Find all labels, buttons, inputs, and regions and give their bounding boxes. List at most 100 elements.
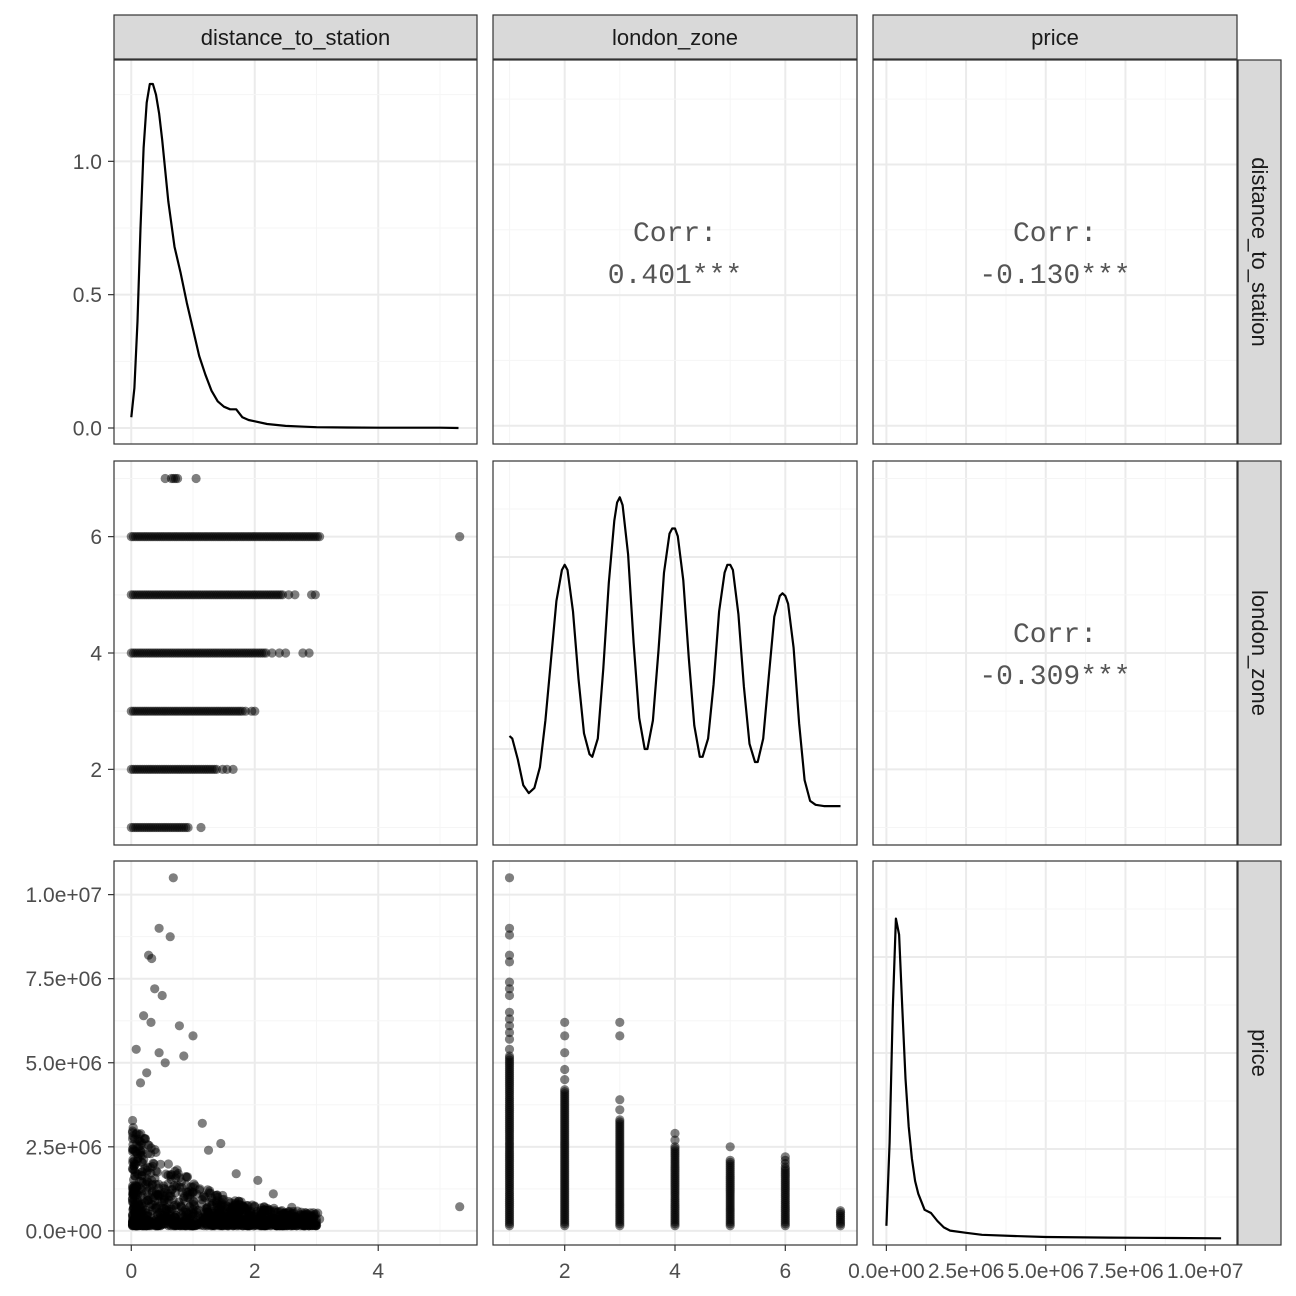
point-price-distance — [132, 1209, 142, 1219]
point-price-zone — [504, 950, 515, 960]
point-price-distance — [203, 1145, 214, 1155]
y-tick-label: 4 — [90, 643, 102, 666]
point-price-distance — [150, 984, 160, 994]
strip-right-label: london_zone — [1247, 590, 1272, 716]
x-tick-label: 4 — [372, 1260, 384, 1283]
x-tick-label: 7.5e+06 — [1087, 1260, 1164, 1283]
panel-border — [113, 59, 478, 445]
point-price-distance — [197, 1118, 207, 1128]
point-price-distance — [147, 953, 157, 964]
strip-top-label: price — [1031, 25, 1079, 50]
x-tick-label: 0 — [125, 1260, 137, 1283]
density-line-distance_to_station — [130, 82, 459, 430]
point-price-zone — [560, 1064, 570, 1075]
panel-r2-c1 — [493, 861, 857, 1245]
point-zone-distance — [267, 648, 277, 658]
point-price-distance — [241, 1220, 251, 1230]
point-price-zone — [615, 1105, 625, 1115]
point-price-distance — [156, 1159, 166, 1169]
point-price-distance — [253, 1175, 263, 1185]
panel-r1-c2 — [873, 461, 1237, 845]
strip-right-label: distance_to_station — [1247, 157, 1272, 347]
point-price-distance — [275, 1221, 285, 1231]
point-price-distance — [132, 1221, 142, 1231]
point-price-distance — [131, 1044, 141, 1054]
point-zone-distance — [196, 822, 206, 833]
point-price-zone — [504, 1007, 515, 1017]
x-tick-label: 6 — [779, 1260, 791, 1283]
panel-r2-c2 — [873, 861, 1237, 1245]
point-price-distance — [128, 1189, 138, 1199]
point-price-zone — [560, 1031, 570, 1041]
point-price-zone — [835, 1206, 846, 1216]
point-price-distance — [144, 1140, 154, 1150]
point-price-zone — [504, 990, 515, 1001]
point-price-distance — [163, 1170, 173, 1180]
point-price-distance — [315, 1214, 325, 1224]
point-price-distance — [287, 1202, 297, 1212]
point-price-distance — [189, 1197, 199, 1207]
x-tick-label: 4 — [669, 1260, 681, 1283]
point-zone-distance — [290, 590, 300, 600]
point-price-distance — [192, 1189, 202, 1199]
point-price-zone — [504, 977, 515, 987]
point-price-distance — [296, 1209, 306, 1220]
point-price-distance — [156, 1220, 166, 1230]
point-price-distance — [146, 1017, 156, 1027]
point-price-distance — [231, 1169, 241, 1179]
strip-right-box — [1237, 59, 1282, 445]
panel-r1-c1 — [493, 461, 857, 845]
point-price-distance — [259, 1205, 269, 1215]
point-price-distance — [305, 1219, 315, 1229]
point-price-distance — [139, 1011, 149, 1021]
point-price-distance — [135, 1078, 146, 1088]
point-price-distance — [129, 1161, 139, 1171]
corr-value: 0.401*** — [608, 261, 742, 292]
point-price-zone — [725, 1155, 735, 1165]
point-price-distance — [268, 1189, 278, 1199]
point-price-zone — [780, 1152, 790, 1162]
point-price-zone — [504, 1034, 515, 1044]
point-price-distance — [157, 990, 167, 1001]
scatter-points — [126, 473, 846, 1231]
panel-r0-c0 — [114, 60, 477, 444]
x-tick-label: 1.0e+07 — [1167, 1260, 1244, 1283]
point-price-distance — [164, 1216, 174, 1226]
point-price-zone — [504, 1044, 515, 1054]
point-price-distance — [154, 923, 164, 933]
panel-r0-c1 — [493, 60, 857, 444]
strip-top-box — [492, 14, 858, 60]
point-zone-distance — [160, 473, 170, 484]
y-tick-label: 7.5e+06 — [26, 968, 103, 991]
y-tick-label: 6 — [90, 526, 102, 549]
point-price-zone — [615, 1031, 625, 1041]
y-tick-label: 0.0e+00 — [26, 1220, 103, 1243]
x-tick-label: 0.0e+00 — [848, 1260, 925, 1283]
point-price-distance — [154, 1048, 164, 1058]
y-tick-label: 1.0e+07 — [26, 884, 103, 907]
point-price-zone — [615, 1095, 625, 1105]
point-price-distance — [139, 1134, 149, 1144]
point-zone-distance — [455, 532, 465, 542]
point-price-distance — [204, 1188, 214, 1198]
point-price-zone — [670, 1135, 680, 1145]
corr-label: Corr: — [633, 219, 717, 250]
panel-background — [873, 60, 1237, 444]
point-price-distance — [174, 1220, 184, 1230]
point-price-distance — [176, 1209, 186, 1219]
point-price-distance — [160, 1058, 170, 1068]
point-price-distance — [142, 1068, 152, 1078]
corr-label: Corr: — [1013, 620, 1097, 651]
point-zone-distance — [250, 706, 260, 716]
point-price-distance — [174, 1182, 185, 1192]
point-zone-distance — [173, 473, 183, 484]
point-price-distance — [167, 1185, 177, 1195]
point-price-distance — [277, 1210, 287, 1220]
y-tick-label: 1.0 — [73, 151, 102, 174]
point-price-zone — [504, 930, 515, 940]
point-price-zone — [725, 1142, 735, 1152]
point-price-zone — [504, 873, 515, 883]
strip-top-label: london_zone — [612, 25, 738, 50]
point-price-distance — [216, 1138, 226, 1149]
point-price-distance — [152, 1167, 162, 1177]
